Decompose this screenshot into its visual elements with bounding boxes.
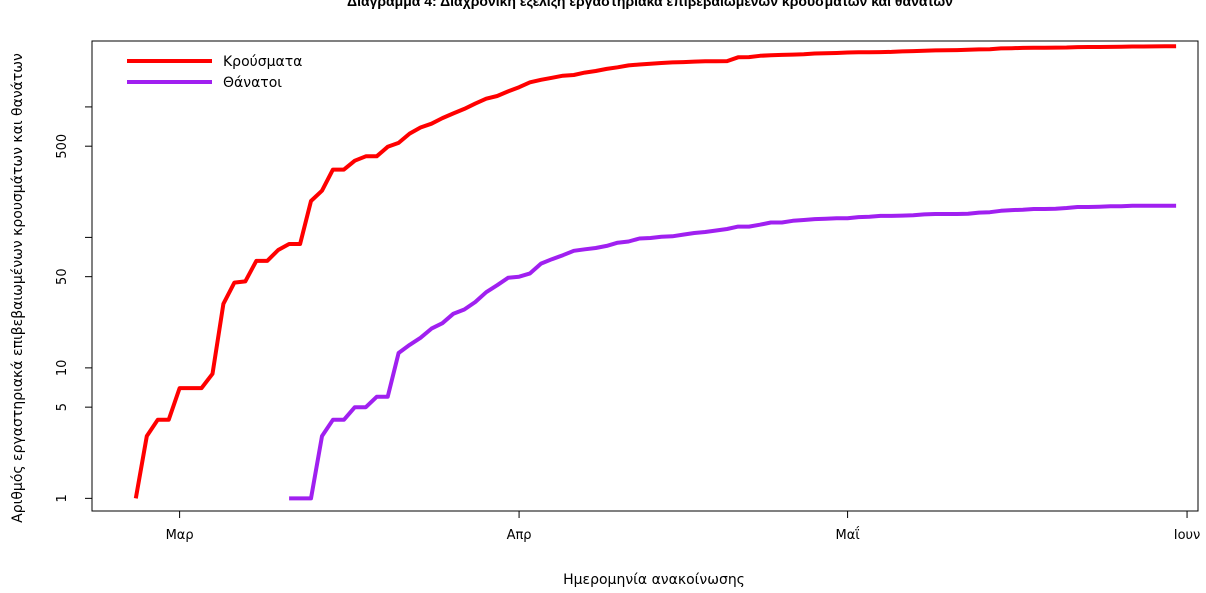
x-tick-label: Απρ [507,528,532,543]
y-axis: 1 5 10 50 500 [55,106,92,502]
y-tick-label: 10 [55,360,70,377]
y-tick-label: 1 [55,494,70,502]
legend-label: Θάνατοι [223,75,282,91]
plot-frame [91,40,1199,512]
legend-label: Κρούσματα [223,54,302,70]
x-tick-label: Μαρ [166,528,194,543]
x-tick-label: Μαΐ [835,527,860,543]
chart-title: Διάγραμμα 4: Διαχρονική εξέλιξη εργαστηρ… [347,0,953,9]
x-tick-label: Ιουν [1174,528,1201,543]
y-tick-label: 50 [55,268,70,285]
series-layer [133,44,1177,501]
y-tick-label: 500 [55,134,70,159]
y-tick-label: 5 [55,403,70,411]
y-axis-label: Αριθμός εργαστηριακά επιβεβαιωμένων κρου… [10,53,26,523]
series-line-deaths [289,203,1177,501]
x-axis: Μαρ Απρ Μαΐ Ιουν [166,511,1201,543]
legend: Κρούσματα Θάνατοι [127,54,302,91]
x-axis-label: Ημερομηνία ανακοίνωσης [563,572,745,588]
series-line-cases [133,44,1177,499]
